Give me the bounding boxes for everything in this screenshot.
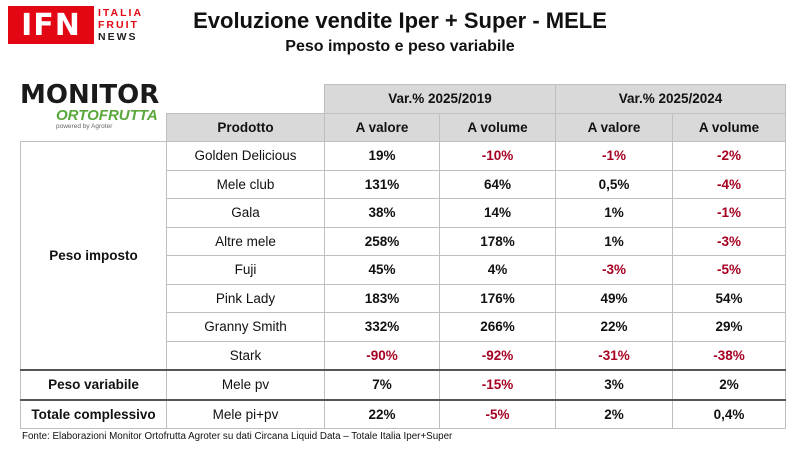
volume-2024-cell: 0,4% [672,398,786,429]
volume-2024-cell: -1% [672,198,786,228]
product-cell: Mele pi+pv [166,398,325,429]
valore-2024-cell: 0,5% [555,169,673,199]
valore-2024-cell: 22% [555,312,673,342]
valore-2019-cell: 183% [324,283,440,313]
valore-2024-cell: 2% [555,398,673,429]
group-label-totale: Totale complessivo [20,398,167,429]
col-header-volume-2019: A volume [439,112,556,142]
volume-2019-cell: -5% [439,398,556,429]
product-cell: Mele pv [166,369,325,400]
product-cell: Mele club [166,169,325,199]
product-cell: Altre mele [166,226,325,256]
table-row: Peso variabile Mele pv 7% -15% 3% 2% [20,369,786,400]
source-footnote: Fonte: Elaborazioni Monitor Ortofrutta A… [22,431,453,442]
table-row: Granny Smith 332% 266% 22% 29% [21,312,786,342]
volume-2024-cell: -3% [672,226,786,256]
product-cell: Stark [166,340,325,371]
volume-2019-cell: 64% [439,169,556,199]
valore-2019-cell: 258% [324,226,440,256]
volume-2019-cell: 266% [439,312,556,342]
page-title: Evoluzione vendite Iper + Super - MELE [193,8,607,33]
col-header-volume-2024: A volume [672,112,786,142]
valore-2024-cell: 1% [555,198,673,228]
table-row: Gala 38% 14% 1% -1% [21,198,786,228]
col-header-prodotto: Prodotto [166,112,325,142]
table-row: Totale complessivo Mele pi+pv 22% -5% 2% 0,4% [20,398,786,429]
ifn-logo-tagline: ITALIA FRUIT NEWS [98,7,143,43]
table-row: Stark -90% -92% -31% -38% [21,340,786,371]
volume-2019-cell: 176% [439,283,556,313]
volume-2024-cell: -5% [672,255,786,285]
header-var-2025-2019: Var.% 2025/2019 [324,84,556,114]
group-label-peso-imposto: Peso imposto [20,141,167,371]
product-cell: Granny Smith [166,312,325,342]
valore-2019-cell: 38% [324,198,440,228]
blank-cell [21,113,167,142]
valore-2019-cell: 332% [324,312,440,342]
powered-by-text: powered by Agroter [56,123,113,130]
col-header-valore-2019: A valore [324,112,440,142]
valore-2024-cell: 3% [555,369,673,400]
ifn-logo: IFN ITALIA FRUIT NEWS [8,6,144,46]
volume-2024-cell: 54% [672,283,786,313]
volume-2019-cell: -92% [439,340,556,371]
ortofrutta-logo-word: ORTOFRUTTA [56,107,158,124]
ifn-logo-line3: NEWS [98,31,138,43]
volume-2024-cell: -38% [672,340,786,371]
volume-2024-cell: 29% [672,312,786,342]
ifn-logo-line1: ITALIA [98,7,144,19]
monitor-logo-word: MONITOR [20,80,160,110]
product-cell: Gala [166,198,325,228]
volume-2024-cell: -4% [672,169,786,199]
group-header-row: Var.% 2025/2019 Var.% 2025/2024 [21,84,786,114]
ifn-logo-line2: FRUIT [98,19,139,31]
header-var-2025-2024: Var.% 2025/2024 [555,84,786,114]
table-row: Altre mele 258% 178% 1% -3% [21,226,786,256]
group-label-peso-variabile: Peso variabile [20,369,167,400]
table-row: Peso imposto Golden Delicious 19% -10% -1% -2… [20,141,786,371]
valore-2024-cell: 1% [555,226,673,256]
table-row: Fuji 45% 4% -3% -5% [21,255,786,285]
volume-2019-cell: -10% [439,141,556,171]
ifn-logo-box: IFN [8,6,94,44]
valore-2019-cell: -90% [324,340,440,371]
volume-2019-cell: -15% [439,369,556,400]
valore-2019-cell: 7% [324,369,440,400]
product-cell: Golden Delicious [166,141,325,171]
volume-2024-cell: -2% [672,141,786,171]
blank-cell [21,85,167,114]
volume-2024-cell: 2% [672,369,786,400]
valore-2024-cell: -3% [555,255,673,285]
valore-2024-cell: -31% [555,340,673,371]
page-subtitle: Peso imposto e peso variabile [285,38,515,55]
table-row: Mele club 131% 64% 0,5% -4% [21,169,786,199]
column-header-row: Prodotto A valore A volume A valore A vo… [21,112,786,142]
valore-2019-cell: 131% [324,169,440,199]
valore-2019-cell: 45% [324,255,440,285]
col-header-valore-2024: A valore [555,112,673,142]
volume-2019-cell: 14% [439,198,556,228]
product-cell: Fuji [166,255,325,285]
product-cell: Pink Lady [166,283,325,313]
sales-table: Var.% 2025/2019 Var.% 2025/2024 Prodotto… [20,84,786,429]
blank-cell [167,85,325,114]
valore-2024-cell: -1% [555,141,673,171]
valore-2019-cell: 22% [324,398,440,429]
valore-2019-cell: 19% [324,141,440,171]
table-body: Peso imposto Golden Delicious 19% -10% -1% -2… [20,141,786,429]
valore-2024-cell: 49% [555,283,673,313]
volume-2019-cell: 178% [439,226,556,256]
ifn-logo-text: IFN [21,7,81,43]
monitor-ortofrutta-logo: MONITOR ORTOFRUTTA powered by Agroter [20,80,170,132]
volume-2019-cell: 4% [439,255,556,285]
